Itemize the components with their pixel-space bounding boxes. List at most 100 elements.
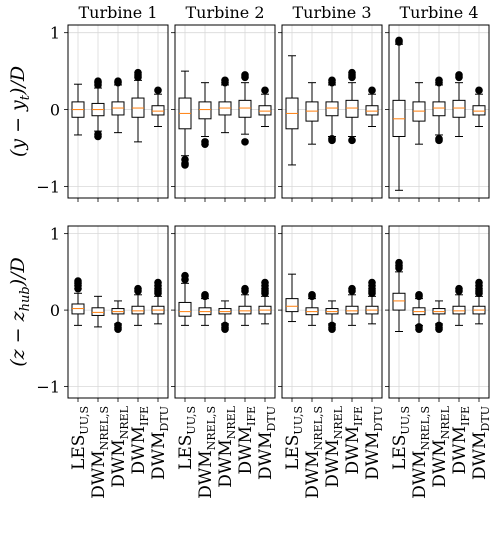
category-sub: IFE xyxy=(459,406,472,426)
category-sub: NREL xyxy=(439,405,452,439)
axes-frame xyxy=(388,24,490,199)
category-main: DWM xyxy=(343,426,363,475)
box xyxy=(432,76,446,145)
box xyxy=(131,68,145,143)
category-sub: NREL xyxy=(225,405,238,439)
category-sub: UU,S xyxy=(78,406,91,435)
outlier xyxy=(368,278,376,287)
box xyxy=(412,291,426,334)
category-main: DWM xyxy=(109,439,129,488)
outlier xyxy=(134,68,142,77)
box-body xyxy=(452,99,466,118)
axes-frame xyxy=(281,24,383,199)
category-main: DWM xyxy=(323,439,343,488)
y-label-part: (y − y xyxy=(7,100,29,157)
box-body xyxy=(258,105,272,116)
x-tick-label: DWMDTU xyxy=(149,406,171,480)
box-body xyxy=(365,105,379,116)
category-main: DWM xyxy=(410,450,430,499)
category-main: DWM xyxy=(129,426,149,475)
outlier xyxy=(154,86,162,95)
box-body xyxy=(392,292,406,311)
outlier xyxy=(455,71,463,79)
box xyxy=(178,271,192,326)
category-sub: DTU xyxy=(265,406,278,431)
axes-frame xyxy=(174,24,276,199)
y-label-part: (z − z xyxy=(7,310,29,366)
category-sub: UU,S xyxy=(185,406,198,435)
category-main: DWM xyxy=(196,450,216,499)
box xyxy=(218,300,232,334)
outlier xyxy=(328,325,336,334)
box-body xyxy=(432,101,446,117)
category-main: LES xyxy=(283,435,303,470)
box xyxy=(412,82,426,145)
x-tick-label: LESUU,S xyxy=(69,406,91,470)
outlier xyxy=(348,68,356,77)
category-sub: NREL,S xyxy=(205,406,218,450)
box xyxy=(151,278,165,325)
y-axis-label: (z − zhub)/D xyxy=(7,257,33,367)
panel-title: Turbine 4 xyxy=(399,3,478,22)
box xyxy=(392,258,406,332)
outlier xyxy=(221,76,229,85)
box-body xyxy=(345,99,359,118)
panel-title: Turbine 3 xyxy=(292,3,371,22)
outlier xyxy=(261,86,269,95)
x-tick-label: DWMIFE xyxy=(343,406,365,475)
box-body xyxy=(452,305,466,315)
category-sub: NREL,S xyxy=(312,406,325,450)
x-tick-label: DWMNREL xyxy=(216,405,238,487)
category-main: LES xyxy=(390,435,410,470)
outlier xyxy=(114,325,122,334)
box xyxy=(325,76,339,145)
outlier xyxy=(154,278,162,287)
outlier xyxy=(415,325,423,334)
y-tick-label: 1 xyxy=(50,24,60,43)
category-main: DWM xyxy=(363,431,383,480)
outlier xyxy=(435,136,443,145)
x-tick-label: DWMDTU xyxy=(363,406,385,480)
outlier xyxy=(94,130,102,138)
box xyxy=(178,70,192,169)
box xyxy=(472,278,486,325)
box xyxy=(392,36,406,191)
y-tick-label: 1 xyxy=(50,225,60,244)
outlier xyxy=(348,284,356,293)
box xyxy=(285,273,299,323)
outlier xyxy=(308,291,316,299)
box-body xyxy=(238,305,252,315)
box-body xyxy=(198,101,212,120)
category-sub: UU,S xyxy=(292,406,305,435)
category-main: DWM xyxy=(450,426,470,475)
category-sub: UU,S xyxy=(399,406,412,435)
box xyxy=(285,55,299,166)
box-body xyxy=(91,307,105,316)
y-tick-label: 0 xyxy=(50,101,60,120)
outlier xyxy=(435,76,443,85)
outlier xyxy=(74,277,82,285)
category-sub: DTU xyxy=(479,406,492,431)
y-tick-label: −1 xyxy=(36,177,60,196)
box xyxy=(258,86,272,127)
axes-frame xyxy=(67,225,169,399)
box xyxy=(131,284,145,326)
x-tick-label: DWMNREL,S xyxy=(410,406,432,499)
category-sub: NREL xyxy=(332,405,345,439)
outlier xyxy=(395,36,403,45)
box-body xyxy=(238,99,252,118)
x-tick-label: DWMIFE xyxy=(129,406,151,475)
outlier xyxy=(368,86,376,95)
x-tick-label: DWMDTU xyxy=(256,406,278,480)
box-body xyxy=(151,105,165,116)
category-sub: NREL xyxy=(118,405,131,439)
box xyxy=(305,291,319,326)
box xyxy=(365,278,379,325)
axes-frame xyxy=(281,225,383,399)
x-tick-label: DWMNREL xyxy=(323,405,345,487)
outlier xyxy=(475,86,483,95)
box xyxy=(111,77,125,134)
category-sub: IFE xyxy=(245,406,258,426)
panel-title: Turbine 1 xyxy=(78,3,157,22)
